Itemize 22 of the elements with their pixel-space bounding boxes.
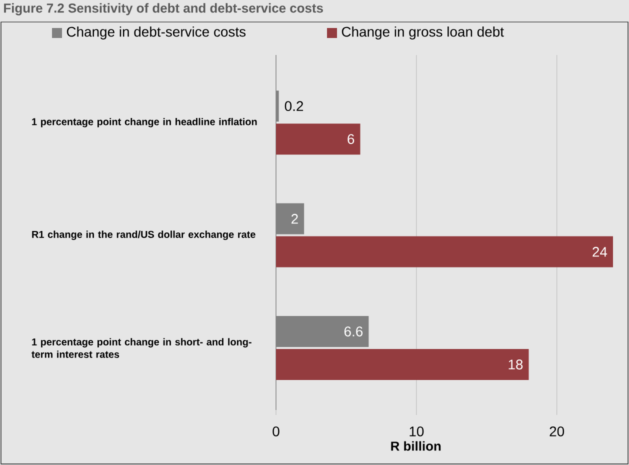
text: Figure 7.2 Sensitivity of debt and debt-service costs — [4, 3, 323, 16]
data-label: 24 — [592, 246, 608, 257]
legend-label: Change in debt-service costs — [66, 26, 246, 40]
data-label: 6.6 — [344, 326, 363, 336]
x-tick-label: 0 — [272, 426, 280, 436]
bar — [276, 349, 529, 380]
y-tick-label: R1 change in the rand/US dollar exchange rate — [32, 230, 256, 240]
x-tick-label: 10 — [410, 426, 424, 436]
y-tick-label: 1 percentage point change in headline inflation — [32, 118, 257, 128]
bar — [276, 316, 369, 348]
legend-label: Change in gross loan debt — [342, 26, 504, 40]
bar — [276, 203, 304, 234]
data-label: 2 — [292, 214, 298, 224]
data-label: 18 — [508, 360, 523, 370]
x-axis-title: R billion — [391, 441, 441, 451]
bar — [276, 90, 279, 122]
y-tick-label: 1 percentage point change in short- and long-term interest rates — [32, 338, 252, 358]
bar — [276, 236, 614, 268]
bar — [276, 124, 360, 155]
x-tick-label: 20 — [550, 426, 564, 436]
data-label: 6 — [348, 134, 354, 144]
data-label: 0.2 — [284, 101, 304, 112]
